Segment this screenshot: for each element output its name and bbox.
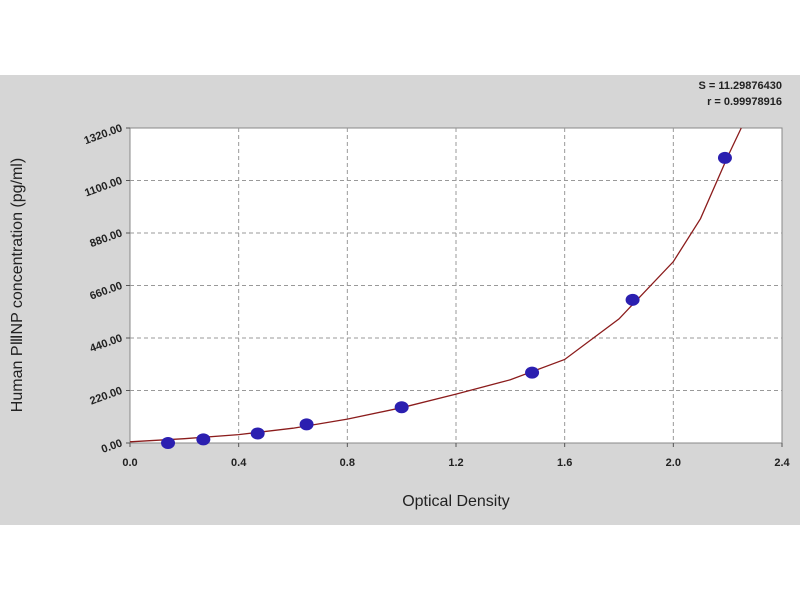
annotation: S = 11.29876430 bbox=[699, 80, 783, 92]
data-point bbox=[717, 151, 732, 164]
x-tick-label: 2.4 bbox=[774, 457, 790, 469]
x-tick-label: 0.4 bbox=[231, 457, 247, 469]
data-point bbox=[394, 401, 409, 414]
data-point bbox=[625, 293, 640, 306]
data-point bbox=[525, 366, 540, 379]
y-axis-label: Human PⅢNP concentration (pg/ml) bbox=[9, 158, 26, 412]
x-tick-label: 1.2 bbox=[448, 457, 463, 469]
x-axis-label: Optical Density bbox=[402, 493, 510, 510]
x-tick-label: 0.0 bbox=[122, 457, 137, 469]
data-point bbox=[250, 427, 265, 440]
data-point bbox=[161, 437, 176, 449]
x-tick-label: 1.6 bbox=[557, 457, 572, 469]
data-point bbox=[299, 418, 314, 431]
x-tick-label: 2.0 bbox=[666, 457, 681, 469]
fit-curve bbox=[129, 127, 742, 443]
x-tick-label: 0.8 bbox=[340, 457, 355, 469]
data-point bbox=[196, 433, 211, 446]
annotation: r = 0.99978916 bbox=[707, 96, 782, 108]
